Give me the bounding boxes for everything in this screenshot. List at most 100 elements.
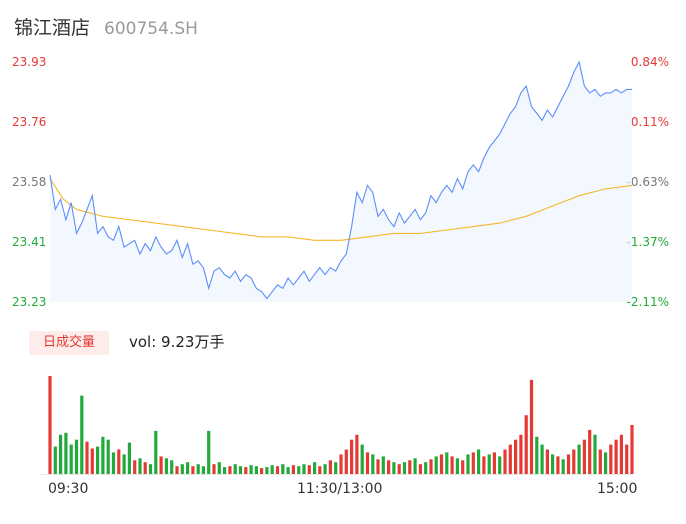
volume-bar	[106, 439, 110, 474]
change-tick-label: 0.84%	[630, 55, 669, 69]
volume-bar	[212, 464, 216, 474]
volume-bar	[196, 464, 200, 474]
volume-bar	[625, 444, 629, 474]
volume-bar	[133, 460, 137, 474]
volume-bar	[355, 434, 359, 474]
volume-bar	[429, 459, 433, 474]
volume-bar	[350, 439, 354, 474]
volume-bar	[328, 460, 332, 474]
volume-bar	[582, 439, 586, 474]
volume-bar	[614, 439, 618, 474]
volume-bar	[365, 452, 370, 474]
volume-bar	[159, 456, 163, 474]
volume-bar	[551, 454, 555, 474]
volume-bar	[492, 452, 496, 474]
volume-bar	[254, 466, 258, 474]
volume-bar	[445, 452, 449, 474]
volume-bar	[360, 444, 364, 474]
volume-bar	[529, 379, 534, 474]
change-tick-label: -1.37%	[626, 235, 669, 249]
stock-code: 600754.SH	[104, 19, 198, 39]
volume-bar	[413, 458, 417, 474]
price-tick-label: 23.76	[12, 115, 47, 129]
volume-bar	[111, 452, 116, 474]
volume-bar	[85, 441, 89, 474]
volume-bar	[59, 434, 63, 474]
volume-bar	[450, 456, 454, 474]
volume-bar	[593, 434, 597, 474]
volume-bar	[265, 467, 269, 474]
volume-bar	[466, 454, 470, 474]
volume-bar	[186, 462, 190, 474]
volume-bar	[201, 466, 205, 474]
volume-bar	[170, 460, 174, 474]
volume-bar	[238, 466, 243, 474]
volume-bar	[402, 462, 407, 474]
volume-bar	[138, 458, 142, 474]
volume-bar	[275, 466, 280, 474]
volume-bar	[588, 429, 592, 474]
volume-bar	[514, 439, 518, 474]
volume-bar	[371, 454, 375, 474]
volume-bar	[424, 462, 428, 474]
volume-bar	[127, 442, 131, 474]
volume-bar	[313, 462, 317, 474]
volume-bar	[244, 467, 248, 474]
price-area-fill	[50, 62, 632, 302]
average-price-line	[49, 178, 633, 241]
volume-bar	[540, 444, 544, 474]
price-line	[49, 60, 632, 300]
volume-bar	[545, 449, 549, 474]
volume-bar	[609, 444, 613, 474]
volume-bar	[439, 454, 444, 474]
stock-title: 锦江酒店 600754.SH	[14, 13, 198, 40]
volume-bar	[503, 449, 507, 474]
volume-bar	[561, 459, 565, 474]
volume-bar	[217, 462, 221, 474]
volume-bar	[577, 444, 581, 474]
volume-bar	[397, 464, 401, 474]
time-tick-close: 15:00	[597, 481, 638, 497]
volume-bar	[418, 464, 422, 474]
volume-bar	[376, 459, 380, 474]
volume-bar	[619, 434, 623, 474]
volume-bar	[556, 456, 560, 474]
price-tick-label: 23.93	[12, 55, 47, 69]
volume-bar	[207, 430, 211, 474]
price-tick-label: 23.41	[12, 235, 47, 249]
volume-bar	[291, 465, 295, 474]
volume-bar	[180, 464, 184, 474]
volume-bar	[191, 466, 195, 474]
stock-name: 锦江酒店	[14, 17, 91, 39]
volume-bar	[339, 454, 343, 474]
volume-bar	[482, 456, 486, 474]
volume-bar	[154, 430, 158, 474]
volume-bar	[344, 449, 348, 474]
volume-bar	[604, 452, 608, 474]
volume-bar	[461, 460, 465, 474]
change-tick-label: -0.63%	[626, 175, 669, 189]
volume-bar	[392, 462, 396, 474]
volume-bar	[302, 464, 306, 474]
volume-bar	[519, 434, 523, 474]
time-tick-open: 09:30	[48, 481, 89, 497]
volume-bar	[233, 464, 237, 474]
volume-bar	[270, 465, 274, 474]
volume-bar	[90, 448, 94, 474]
volume-bar	[487, 454, 491, 474]
volume-bar	[408, 460, 412, 474]
volume-tab[interactable]: 日成交量	[29, 331, 109, 355]
volume-bar	[434, 456, 438, 474]
volume-bar	[498, 456, 502, 474]
volume-bar	[323, 464, 327, 474]
volume-bar	[122, 454, 126, 474]
volume-bar	[101, 436, 105, 474]
volume-bar	[307, 465, 311, 474]
volume-bar	[53, 446, 57, 474]
volume-bar	[477, 449, 481, 474]
volume-bar	[630, 425, 634, 474]
volume-summary: vol: 9.23万手	[129, 333, 225, 351]
change-tick-label: 0.11%	[630, 115, 669, 129]
volume-bar	[381, 456, 385, 474]
